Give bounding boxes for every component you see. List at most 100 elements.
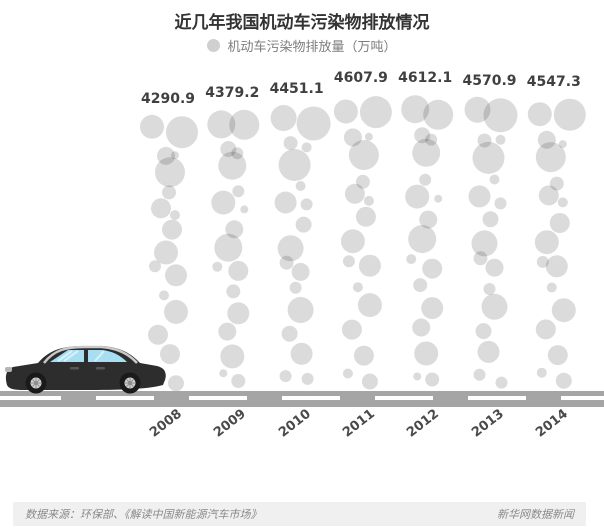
legend: 机动车污染物排放量（万吨） bbox=[0, 37, 604, 55]
smoke-puff bbox=[557, 197, 568, 208]
smoke-puff bbox=[281, 325, 298, 342]
smoke-puff bbox=[477, 133, 492, 148]
car-illustration bbox=[5, 345, 166, 394]
smoke-puff bbox=[166, 116, 198, 149]
car-rear-wheel bbox=[119, 372, 141, 394]
smoke-puff bbox=[357, 293, 382, 318]
smoke-puff bbox=[551, 298, 576, 323]
smoke-puff bbox=[240, 205, 249, 214]
smoke-puff bbox=[227, 302, 250, 325]
smoke-puff bbox=[207, 110, 236, 139]
smoke-puff bbox=[359, 96, 392, 129]
smoke-puff bbox=[481, 293, 508, 320]
smoke-puff bbox=[344, 183, 365, 204]
smoke-puff bbox=[483, 98, 518, 133]
car-front-wheel bbox=[25, 372, 47, 394]
value-label: 4607.9 bbox=[333, 70, 388, 87]
smoke-puff bbox=[534, 230, 559, 255]
smoke-puff bbox=[495, 376, 508, 389]
value-label: 4451.1 bbox=[269, 80, 324, 97]
smoke-puff bbox=[472, 141, 505, 174]
smoke-puff bbox=[549, 176, 564, 191]
legend-label: 机动车污染物排放量（万吨） bbox=[227, 39, 397, 55]
smoke-puff bbox=[283, 136, 298, 151]
window-glare bbox=[57, 350, 105, 362]
car-roof-trim bbox=[43, 345, 138, 364]
smoke-puff bbox=[278, 149, 311, 181]
smoke-puff bbox=[485, 258, 504, 277]
legend-dot-icon bbox=[207, 38, 221, 52]
smoke-puff bbox=[483, 283, 496, 295]
smoke-puff bbox=[361, 373, 378, 390]
smoke-puff bbox=[160, 344, 180, 365]
value-label: 4547.3 bbox=[526, 74, 581, 91]
smoke-puff bbox=[211, 190, 236, 215]
smoke-puff bbox=[279, 255, 294, 270]
smoke-puff bbox=[148, 324, 168, 345]
smoke-puff bbox=[364, 132, 373, 141]
smoke-puff bbox=[226, 284, 241, 299]
smoke-puff bbox=[405, 184, 430, 209]
smoke-puff bbox=[218, 151, 247, 180]
smoke-puff bbox=[401, 95, 430, 124]
smoke-puff bbox=[342, 255, 355, 268]
smoke-puff bbox=[421, 297, 444, 320]
smoke-puff bbox=[475, 323, 492, 340]
smoke-puff bbox=[419, 210, 438, 229]
smoke-puff bbox=[414, 341, 439, 366]
footer-bar: 数据来源：环保部、《解读中国新能源汽车市场》 新华网数据新闻 bbox=[13, 502, 586, 526]
smoke-puff bbox=[287, 297, 314, 323]
smoke-puff bbox=[536, 255, 549, 268]
smoke-puff bbox=[494, 197, 507, 210]
smoke-puff bbox=[301, 372, 314, 385]
smoke-puff bbox=[434, 194, 443, 203]
smoke-puff bbox=[291, 262, 310, 281]
smoke-puff bbox=[406, 254, 417, 265]
car-headlight bbox=[5, 367, 12, 372]
smoke-puff bbox=[229, 109, 260, 140]
smoke-puff bbox=[473, 251, 488, 266]
smoke-puff bbox=[545, 255, 568, 278]
smoke-puff bbox=[527, 102, 552, 127]
smoke-puff bbox=[553, 98, 586, 131]
smoke-puff bbox=[352, 282, 363, 293]
road-centerline bbox=[0, 396, 604, 400]
smoke-puff bbox=[495, 134, 506, 145]
smoke-puff bbox=[214, 233, 243, 262]
smoke-puff bbox=[151, 198, 171, 219]
car-door-handle-rear bbox=[96, 367, 105, 370]
smoke-puff bbox=[546, 282, 557, 293]
smoke-puff bbox=[162, 219, 182, 240]
smoke-puff bbox=[168, 375, 184, 392]
smoke-puff bbox=[171, 151, 179, 160]
data-source-note: 数据来源：环保部、《解读中国新能源汽车市场》 bbox=[25, 508, 262, 521]
smoke-puff bbox=[228, 260, 249, 281]
smoke-puff bbox=[157, 146, 175, 165]
smoke-puff bbox=[212, 261, 223, 272]
smoke-puff bbox=[535, 319, 556, 340]
smoke-puff bbox=[425, 133, 438, 146]
smoke-puff bbox=[270, 105, 297, 131]
smoke-puff bbox=[220, 141, 237, 157]
smoke-puff bbox=[154, 240, 178, 265]
smoke-puff bbox=[295, 181, 306, 191]
smoke-puff bbox=[164, 299, 188, 324]
smoke-puff bbox=[363, 195, 374, 206]
smoke-puff bbox=[547, 345, 568, 366]
smoke-puff bbox=[412, 138, 441, 167]
smoke-puff bbox=[413, 278, 428, 293]
smoke-puff bbox=[295, 216, 312, 233]
smoke-puff bbox=[358, 254, 381, 277]
smoke-puff bbox=[538, 185, 559, 206]
smoke-puff bbox=[408, 225, 437, 254]
value-label: 4290.9 bbox=[140, 91, 196, 108]
smoke-puff bbox=[290, 342, 313, 365]
car-door-handle-front bbox=[70, 367, 79, 370]
smoke-puff bbox=[423, 99, 454, 130]
smoke-puff bbox=[289, 281, 302, 294]
smoke-puff bbox=[333, 99, 358, 124]
smoke-puff bbox=[549, 213, 570, 233]
smoke-puff bbox=[355, 206, 376, 227]
smoke-puff bbox=[149, 260, 161, 273]
